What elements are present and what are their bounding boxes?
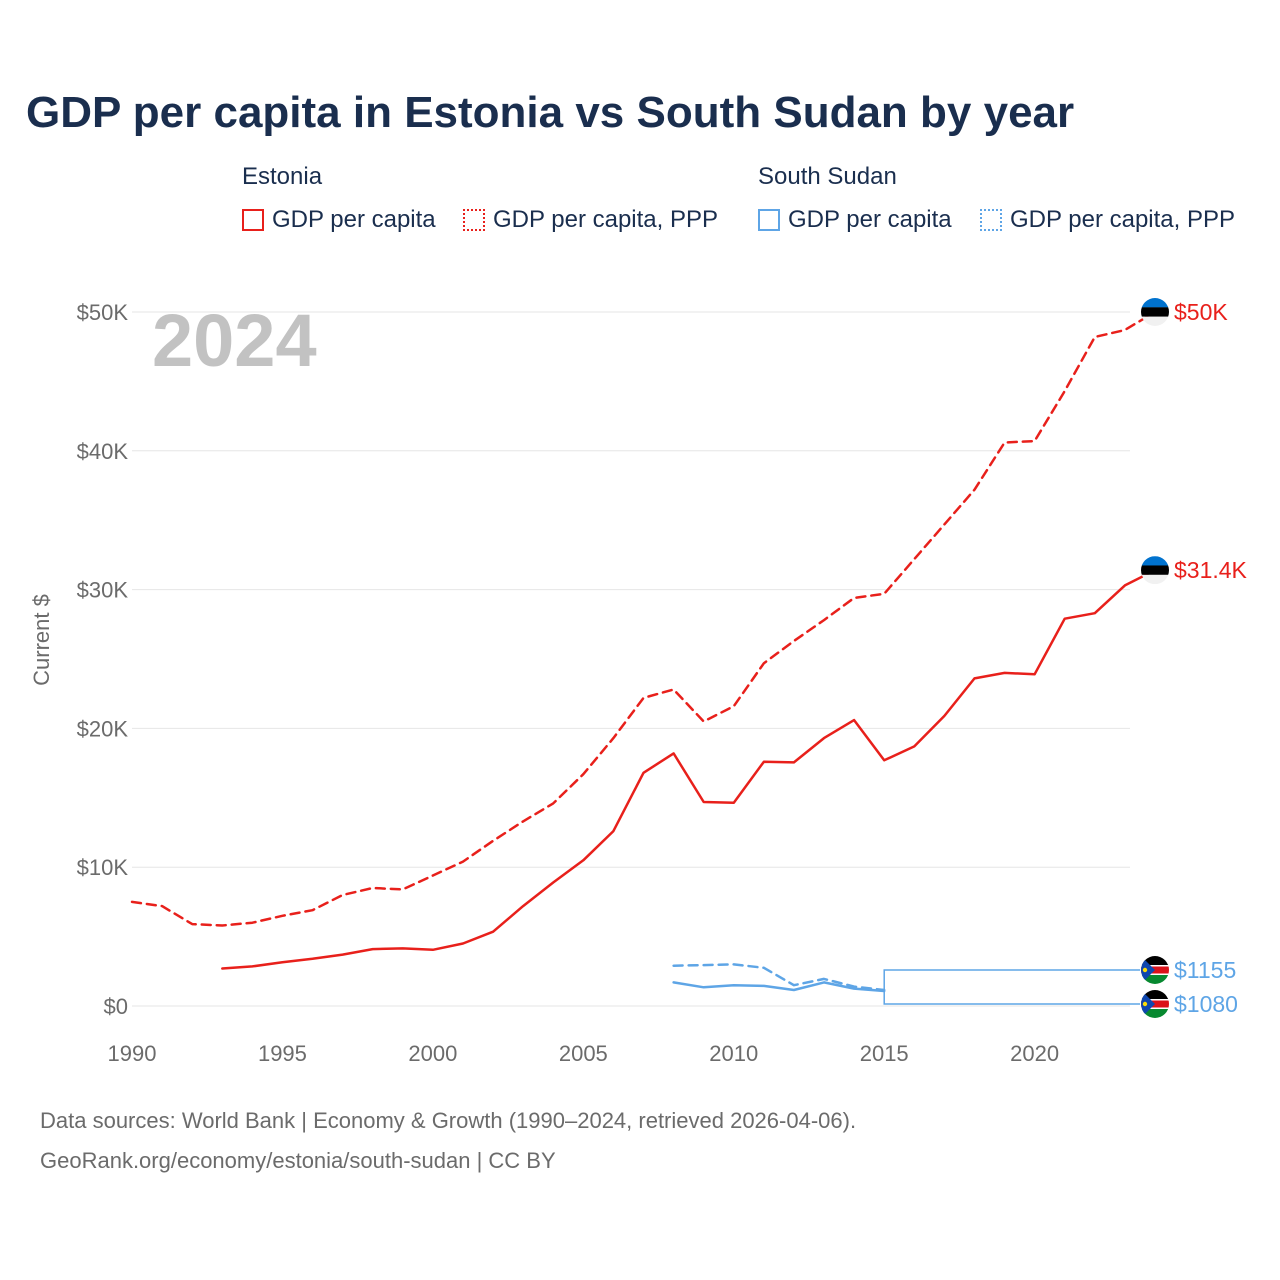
- series-end-label: $50K: [1174, 299, 1228, 325]
- x-tick-label: 2005: [559, 1041, 608, 1066]
- legend-item-estonia-gdp-ppp[interactable]: GDP per capita, PPP: [463, 205, 718, 235]
- legend-swatch-solid-icon: [758, 209, 780, 231]
- legend-swatch-dotted-icon: [980, 209, 1002, 231]
- data-source-note: Data sources: World Bank | Economy & Gro…: [40, 1108, 857, 1133]
- south-sudan-flag-icon: [1141, 956, 1169, 984]
- series-end-label: $31.4K: [1174, 557, 1248, 583]
- y-tick-label: $30K: [77, 578, 129, 603]
- x-tick-label: 1990: [108, 1041, 157, 1066]
- legend-group-south-sudan: South Sudan: [758, 163, 897, 190]
- estonia-flag-icon: [1141, 298, 1169, 326]
- legend-label: GDP per capita, PPP: [493, 206, 718, 233]
- series-line-estonia-gdp-per-capita-ppp: [130, 310, 1157, 927]
- south-sudan-flag-icon: [1141, 990, 1169, 1018]
- legend-item-south-sudan-gdp[interactable]: GDP per capita: [758, 205, 952, 235]
- attribution-link[interactable]: GeoRank.org/economy/estonia/south-sudan …: [40, 1148, 556, 1173]
- y-tick-label: $50K: [77, 300, 129, 325]
- legend-item-south-sudan-gdp-ppp[interactable]: GDP per capita, PPP: [980, 205, 1235, 235]
- series-end-label: $1155: [1174, 957, 1236, 983]
- series-line-estonia-gdp-per-capita: [221, 568, 1157, 970]
- legend-item-estonia-gdp[interactable]: GDP per capita: [242, 205, 436, 235]
- legend-label: GDP per capita: [788, 206, 952, 233]
- series-line-south-sudan-gdp-per-capita: [672, 981, 886, 993]
- y-axis-label: Current $: [29, 594, 54, 686]
- legend-swatch-dotted-icon: [463, 209, 485, 231]
- y-tick-label: $20K: [77, 716, 129, 741]
- south-sudan-connector: [883, 969, 1140, 1005]
- x-tick-label: 2015: [860, 1041, 909, 1066]
- estonia-flag-icon: [1141, 556, 1169, 585]
- legend-group-estonia: Estonia: [242, 163, 323, 190]
- y-tick-label: $10K: [77, 855, 129, 880]
- series-end-label: $1080: [1174, 991, 1238, 1017]
- series-line-south-sudan-gdp-per-capita-ppp: [672, 963, 886, 992]
- x-tick-label: 2020: [1010, 1041, 1059, 1066]
- year-watermark: 2024: [152, 299, 317, 382]
- y-tick-label: $0: [104, 994, 128, 1019]
- y-tick-label: $40K: [77, 439, 129, 464]
- x-tick-label: 1995: [258, 1041, 307, 1066]
- legend-swatch-solid-icon: [242, 209, 264, 231]
- x-tick-label: 2010: [709, 1041, 758, 1066]
- chart-title: GDP per capita in Estonia vs South Sudan…: [26, 88, 1075, 137]
- legend-label: GDP per capita, PPP: [1010, 206, 1235, 233]
- legend-label: GDP per capita: [272, 206, 436, 233]
- x-tick-label: 2000: [408, 1041, 457, 1066]
